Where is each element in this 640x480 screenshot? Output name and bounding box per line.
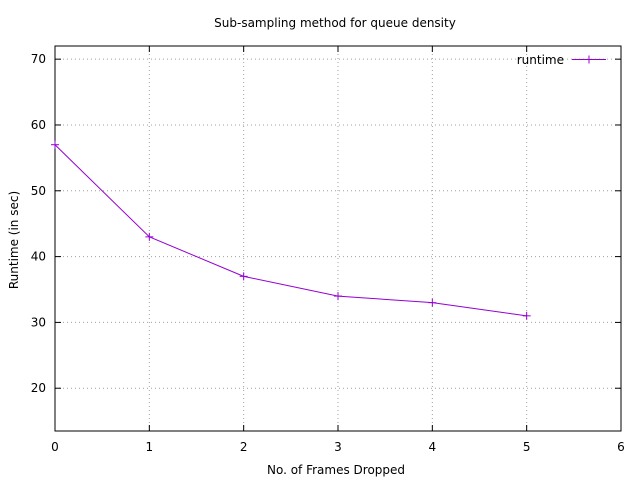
data-point-marker [522, 311, 531, 320]
y-tick-label: 30 [31, 315, 46, 329]
y-tick-label: 70 [31, 52, 46, 66]
data-point-marker [239, 272, 248, 281]
y-tick-label: 60 [31, 118, 46, 132]
grid-lines [55, 46, 621, 431]
legend-marker-runtime [585, 55, 593, 64]
series-markers [51, 140, 531, 320]
y-tick-label: 50 [31, 184, 46, 198]
y-tick-labels: 20 30 40 50 60 70 [31, 52, 46, 395]
legend: runtime [517, 53, 606, 67]
data-point-marker [428, 298, 437, 307]
chart-title: Sub-sampling method for queue density [214, 16, 456, 30]
series-line-runtime [54, 144, 527, 317]
x-tick-label: 3 [334, 440, 342, 454]
x-tick-labels: 0 1 2 3 4 5 6 [51, 440, 625, 454]
y-tick-label: 20 [31, 381, 46, 395]
data-point-marker [145, 232, 154, 241]
series-runtime [51, 140, 531, 320]
legend-marker-plus [585, 55, 593, 64]
x-tick-label: 6 [617, 440, 625, 454]
x-tick-label: 1 [146, 440, 154, 454]
y-axis-label: Runtime (in sec) [7, 191, 21, 289]
x-tick-label: 2 [240, 440, 248, 454]
plot-frame [54, 45, 622, 432]
data-point-marker [334, 292, 342, 301]
x-tick-label: 0 [51, 440, 59, 454]
x-tick-label: 4 [429, 440, 437, 454]
y-tick-label: 40 [31, 250, 46, 264]
legend-label-runtime: runtime [517, 53, 564, 67]
data-point-marker [51, 140, 59, 149]
x-tick-label: 5 [523, 440, 531, 454]
x-axis-label: No. of Frames Dropped [267, 463, 405, 477]
